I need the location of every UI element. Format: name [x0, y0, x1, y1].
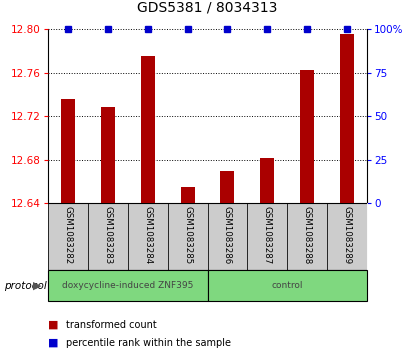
Text: GSM1083285: GSM1083285: [183, 207, 192, 265]
Bar: [48, 270, 208, 301]
Bar: [141, 56, 154, 203]
Text: doxycycline-induced ZNF395: doxycycline-induced ZNF395: [62, 281, 193, 290]
Bar: [101, 107, 115, 203]
Text: ■: ■: [48, 338, 58, 348]
Text: GSM1083283: GSM1083283: [103, 207, 112, 265]
Text: GSM1083289: GSM1083289: [343, 207, 352, 265]
Bar: [300, 70, 314, 203]
Bar: [220, 171, 234, 203]
Bar: [61, 99, 75, 203]
Text: percentile rank within the sample: percentile rank within the sample: [66, 338, 232, 348]
Bar: [168, 203, 208, 270]
Text: GSM1083282: GSM1083282: [63, 207, 72, 265]
Bar: [340, 34, 354, 203]
Text: GSM1083286: GSM1083286: [223, 207, 232, 265]
Bar: [287, 203, 327, 270]
Text: protocol: protocol: [4, 281, 47, 291]
Bar: [327, 203, 367, 270]
Text: ▶: ▶: [33, 281, 42, 291]
Bar: [128, 203, 168, 270]
Bar: [247, 203, 287, 270]
Bar: [261, 158, 274, 203]
Text: ■: ■: [48, 320, 58, 330]
Text: GSM1083288: GSM1083288: [303, 207, 312, 265]
Text: GSM1083284: GSM1083284: [143, 207, 152, 265]
Text: control: control: [272, 281, 303, 290]
Text: GSM1083287: GSM1083287: [263, 207, 272, 265]
Text: GDS5381 / 8034313: GDS5381 / 8034313: [137, 0, 278, 15]
Bar: [88, 203, 128, 270]
Bar: [181, 187, 195, 203]
Bar: [208, 270, 367, 301]
Bar: [48, 203, 88, 270]
Bar: [208, 203, 247, 270]
Text: transformed count: transformed count: [66, 320, 157, 330]
